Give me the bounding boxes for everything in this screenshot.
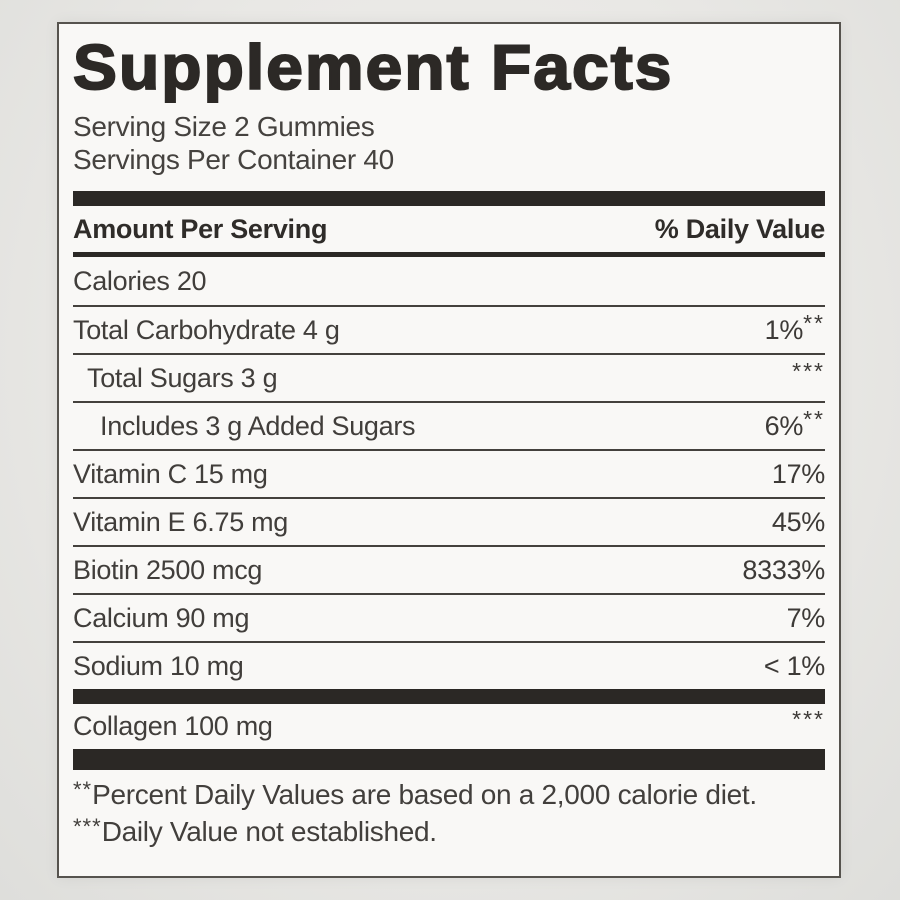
footnotes: **Percent Daily Values are based on a 2,… bbox=[73, 770, 825, 851]
nutrient-name: Vitamin E 6.75 mg bbox=[73, 506, 289, 537]
divider-thick-top bbox=[73, 191, 825, 207]
table-row: Vitamin E 6.75 mg 45% bbox=[73, 497, 825, 545]
table-row: Calcium 90 mg 7% bbox=[73, 593, 825, 641]
nutrient-name: Total Carbohydrate 4 g bbox=[73, 314, 340, 345]
table-row: Biotin 2500 mcg 8333% bbox=[73, 545, 825, 593]
table-row: Vitamin C 15 mg 17% bbox=[73, 449, 825, 497]
nutrient-name: Vitamin C 15 mg bbox=[73, 458, 268, 489]
footnote-marker: *** bbox=[792, 706, 825, 733]
nutrient-daily-value: 7% bbox=[786, 602, 826, 633]
servings-per-container: Servings Per Container 40 bbox=[73, 144, 394, 176]
other-ingredients-table: Collagen 100 mg *** bbox=[73, 704, 825, 749]
amount-per-serving-header: Amount Per Serving bbox=[73, 213, 328, 244]
table-row: Includes 3 g Added Sugars 6%** bbox=[73, 401, 825, 449]
nutrient-name: Includes 3 g Added Sugars bbox=[100, 410, 416, 441]
footnote-marker: *** bbox=[792, 357, 825, 384]
table-header-row: Amount Per Serving % Daily Value bbox=[73, 206, 825, 252]
divider-medium bbox=[73, 252, 825, 258]
table-row: Calories 20 bbox=[73, 257, 825, 305]
nutrient-daily-value: 17% bbox=[771, 458, 825, 489]
footnote-line: **Percent Daily Values are based on a 2,… bbox=[73, 777, 825, 814]
nutrient-daily-value: 45% bbox=[771, 506, 825, 537]
nutrient-daily-value: *** bbox=[792, 358, 825, 394]
supplement-facts-panel: Supplement Facts Serving Size 2 Gummies … bbox=[57, 22, 841, 878]
nutrient-table: Calories 20 Total Carbohydrate 4 g 1%** … bbox=[73, 257, 825, 689]
nutrient-name: Biotin 2500 mcg bbox=[73, 554, 263, 585]
nutrient-name: Collagen 100 mg bbox=[73, 711, 273, 742]
nutrient-daily-value: < 1% bbox=[763, 650, 825, 681]
nutrient-daily-value: 1%** bbox=[764, 309, 825, 345]
footnote-marker: ** bbox=[803, 405, 825, 432]
panel-title: Supplement Facts bbox=[72, 33, 674, 103]
nutrient-name: Calories 20 bbox=[73, 265, 207, 296]
nutrient-daily-value: *** bbox=[792, 706, 825, 742]
table-row: Total Carbohydrate 4 g 1%** bbox=[73, 305, 825, 353]
nutrient-name: Calcium 90 mg bbox=[73, 602, 250, 633]
table-row: Sodium 10 mg < 1% bbox=[73, 641, 825, 689]
daily-value-header: % Daily Value bbox=[654, 213, 826, 244]
serving-size: Serving Size 2 Gummies bbox=[73, 111, 375, 143]
divider-thick-bottom bbox=[73, 749, 825, 771]
table-row: Total Sugars 3 g *** bbox=[73, 353, 825, 401]
divider-thick-middle bbox=[73, 689, 825, 705]
table-row: Collagen 100 mg *** bbox=[73, 704, 825, 749]
footnote-marker: ** bbox=[73, 777, 93, 803]
nutrient-daily-value: 8333% bbox=[742, 554, 825, 585]
footnote-line: ***Daily Value not established. bbox=[73, 814, 825, 851]
nutrient-name: Sodium 10 mg bbox=[73, 650, 244, 681]
nutrient-name: Total Sugars 3 g bbox=[87, 362, 278, 393]
footnote-marker: *** bbox=[73, 814, 102, 840]
footnote-marker: ** bbox=[803, 309, 825, 336]
nutrient-daily-value: 6%** bbox=[764, 405, 825, 441]
